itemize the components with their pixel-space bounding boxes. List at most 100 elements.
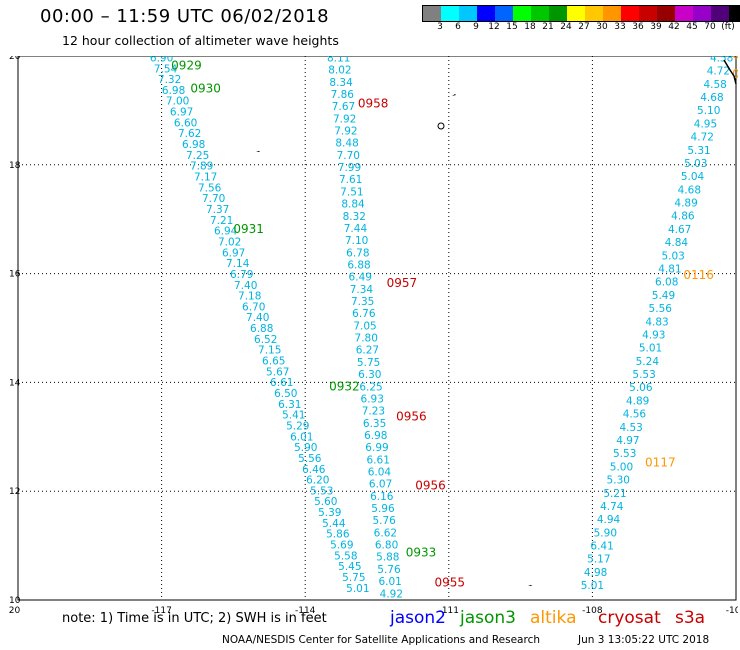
time-label: 01 [732, 67, 738, 81]
colorbar-labels: 3 6 9 12 15 18 21 24 27 30 33 36 39 42 45 70 (ft) [422, 22, 740, 34]
page-title: 00:00 – 11:59 UTC 06/02/2018 [40, 6, 330, 27]
colorbar-swatch [693, 6, 711, 21]
track3-value: 4.56 [623, 409, 647, 421]
map-frame [17, 56, 737, 601]
time-label: 0930 [190, 81, 221, 95]
track3-value: 5.01 [581, 580, 604, 592]
x-tick-label: -120 [8, 606, 20, 616]
track2-value: 6.88 [347, 259, 370, 271]
track2-value: 8.84 [341, 199, 365, 211]
track2-value: 6.16 [370, 491, 394, 503]
x-tick-label: -114 [295, 606, 316, 616]
track1-value: 6.98 [162, 85, 185, 97]
track1-value: 5.58 [334, 550, 357, 562]
track2-value: 6.07 [369, 479, 392, 491]
track2-value: 6.30 [358, 369, 381, 381]
track2-value: 7.70 [337, 150, 360, 162]
track3-value: 4.89 [626, 395, 649, 407]
track1-value: 6.97 [222, 247, 245, 259]
track3-value: 4.89 [674, 198, 697, 210]
track1-value: 5.29 [286, 420, 309, 432]
track2-value: 5.96 [371, 503, 395, 515]
track2-value: 7.51 [340, 186, 363, 198]
colorbar-label: 70 [704, 22, 716, 32]
y-tick-label: 16 [9, 270, 21, 280]
track3-value: 5.00 [610, 461, 633, 473]
track2-value: 5.76 [377, 564, 401, 576]
track1-value: 6.98 [182, 139, 205, 151]
track3-value: 5.10 [697, 105, 720, 117]
track3-value: 5.17 [587, 554, 610, 566]
track2-value: 7.92 [333, 113, 356, 125]
time-label: 0958 [358, 97, 389, 111]
track1-value: 5.90 [294, 442, 317, 454]
track3-value: 5.24 [636, 356, 660, 368]
track1-value: 6.70 [242, 301, 265, 313]
credit-date: Jun 3 13:05:22 UTC 2018 [578, 634, 710, 646]
track1-value: 7.54 [154, 63, 178, 75]
track2-value: 6.78 [346, 247, 369, 259]
track1-value: 6.31 [278, 399, 301, 411]
y-tick-label: 12 [9, 487, 20, 497]
track2-value: 5.75 [357, 357, 380, 369]
colorbar-label: 18 [524, 22, 536, 32]
colorbar-swatch [585, 6, 603, 21]
track1-value: 7.21 [210, 215, 233, 227]
island-mark [256, 151, 260, 152]
colorbar-swatch [549, 6, 567, 21]
track3-value: 5.04 [681, 171, 705, 183]
x-tick-label: -111 [439, 606, 459, 616]
colorbar-swatch [657, 6, 675, 21]
track1-value: 5.69 [330, 540, 353, 552]
track3-value: 4.86 [671, 211, 695, 223]
track2-value: 7.23 [362, 406, 385, 418]
track1-value: 6.46 [302, 464, 326, 476]
track1-value: 6.88 [250, 323, 273, 335]
track1-value: 7.56 [198, 182, 222, 194]
colorbar-swatch [423, 6, 441, 21]
track2-value: 6.93 [361, 393, 384, 405]
track1-value: 5.44 [322, 518, 346, 530]
track2-value: 8.02 [328, 65, 351, 77]
time-label: 0956 [415, 479, 446, 493]
x-tick-label: -105 [726, 606, 738, 616]
track2-value: 7.05 [353, 320, 376, 332]
island-mark [437, 122, 445, 130]
track3-value: 5.06 [629, 382, 653, 394]
track3-value: 5.30 [607, 475, 630, 487]
track3-value: 5.31 [687, 145, 710, 157]
colorbar-swatch [531, 6, 549, 21]
colorbar-swatch [495, 6, 513, 21]
altimeter-map: -120 -117 -114 -111 -108 -105 20 18 16 14 12 10 6.90… [8, 56, 738, 616]
track1-value: 6.61 [270, 377, 293, 389]
track1-value: 7.15 [258, 345, 281, 357]
track3-value: 4.81 [658, 264, 681, 276]
track3-value: 5.90 [594, 527, 617, 539]
track3-value: 5.53 [632, 369, 655, 381]
x-tick-label: -117 [151, 606, 171, 616]
track2-value: 7.10 [345, 235, 368, 247]
track3-value: 5.49 [652, 290, 675, 302]
track1-value: 5.39 [318, 507, 341, 519]
colorbar-swatch [567, 6, 585, 21]
y-tick-label: 10 [9, 596, 21, 606]
track1-value: 7.25 [186, 150, 209, 162]
colorbar-label: 15 [506, 22, 518, 32]
track3-value: 4.95 [694, 118, 717, 130]
colorbar-label: 27 [578, 22, 590, 32]
track2-value: 6.27 [356, 345, 379, 357]
track1-value: 5.01 [346, 583, 369, 595]
track1-value: 7.18 [238, 291, 261, 303]
track1-value: 7.17 [194, 172, 217, 184]
track2-value: 7.67 [332, 101, 355, 113]
colorbar-label: 6 [455, 22, 461, 32]
track3-value: 4.68 [678, 184, 701, 196]
track2-value: 6.35 [363, 418, 386, 430]
island-mark [452, 94, 456, 96]
colorbar-label: 33 [614, 22, 626, 32]
y-tick-label: 20 [9, 56, 21, 62]
island-mark [528, 585, 532, 586]
track1-value: 7.40 [234, 280, 257, 292]
track1-value: 7.00 [166, 96, 189, 108]
colorbar-label: 30 [596, 22, 608, 32]
